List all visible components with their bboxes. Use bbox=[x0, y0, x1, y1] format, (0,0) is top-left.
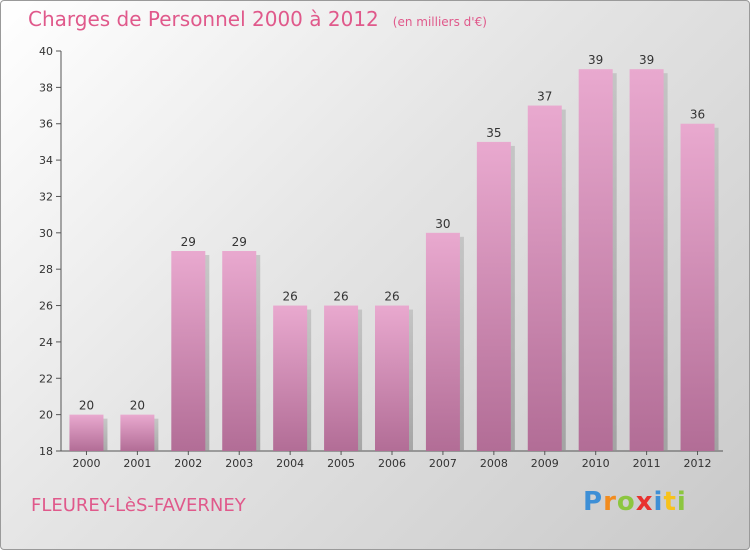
x-tick-label: 2010 bbox=[582, 457, 610, 470]
bar-value-label: 39 bbox=[588, 53, 603, 67]
bar-2008 bbox=[476, 141, 511, 451]
logo-letter: i bbox=[676, 487, 687, 517]
x-tick-label: 2001 bbox=[123, 457, 151, 470]
x-tick-label: 2005 bbox=[327, 457, 355, 470]
logo-letter: P bbox=[583, 487, 604, 517]
title-row: Charges de Personnel 2000 à 2012 (en mill… bbox=[28, 7, 487, 31]
bar-value-label: 26 bbox=[283, 290, 298, 304]
bar-value-label: 35 bbox=[486, 126, 501, 140]
x-tick-label: 2004 bbox=[276, 457, 304, 470]
bar-2004 bbox=[273, 305, 308, 451]
y-tick-label: 28 bbox=[39, 263, 53, 276]
y-tick-label: 40 bbox=[39, 45, 53, 58]
bar-2010 bbox=[578, 69, 613, 451]
x-tick-label: 2002 bbox=[174, 457, 202, 470]
chart-subtitle: (en milliers d'€) bbox=[392, 15, 487, 29]
y-tick-label: 34 bbox=[39, 154, 53, 167]
bar-2005 bbox=[324, 305, 359, 451]
x-tick-label: 2007 bbox=[429, 457, 457, 470]
x-tick-label: 2000 bbox=[72, 457, 100, 470]
commune-name: FLEUREY-LèS-FAVERNEY bbox=[31, 495, 246, 516]
y-tick-label: 36 bbox=[39, 118, 53, 131]
y-tick-label: 24 bbox=[39, 336, 53, 349]
y-tick-label: 22 bbox=[39, 372, 53, 385]
bar-value-label: 29 bbox=[232, 235, 247, 249]
bar-value-label: 20 bbox=[79, 399, 94, 413]
bar-value-label: 36 bbox=[690, 108, 705, 122]
x-tick-label: 2011 bbox=[633, 457, 661, 470]
y-tick-label: 38 bbox=[39, 81, 53, 94]
bar-value-label: 29 bbox=[181, 235, 196, 249]
proxiti-logo[interactable]: Proxiti bbox=[583, 487, 687, 517]
bar-2012 bbox=[680, 123, 715, 452]
logo-letter: x bbox=[635, 487, 654, 517]
bar-2006 bbox=[375, 305, 409, 451]
bar-2000 bbox=[69, 414, 104, 451]
bar-value-label: 26 bbox=[384, 290, 399, 304]
x-tick-label: 2008 bbox=[480, 457, 508, 470]
logo-letter: r bbox=[603, 487, 617, 517]
y-tick-label: 20 bbox=[39, 409, 53, 422]
x-tick-label: 2003 bbox=[225, 457, 253, 470]
y-axis: 18 20 22 24 26 28 30 32 34 36 38 40 bbox=[39, 45, 62, 458]
bar-value-label: 30 bbox=[435, 217, 450, 231]
bar-2009 bbox=[527, 105, 562, 451]
logo-letter: o bbox=[616, 487, 636, 517]
bar-value-label: 39 bbox=[639, 53, 654, 67]
bar-2003 bbox=[222, 251, 257, 451]
x-tick-label: 2006 bbox=[378, 457, 406, 470]
y-tick-label: 32 bbox=[39, 190, 53, 203]
y-tick-label: 26 bbox=[39, 300, 53, 313]
bar-2002 bbox=[171, 251, 206, 451]
bar-2001 bbox=[120, 414, 155, 451]
logo-letter: t bbox=[663, 487, 677, 517]
bar-2011 bbox=[629, 69, 664, 451]
x-tick-label: 2012 bbox=[684, 457, 712, 470]
x-tick-label: 2009 bbox=[531, 457, 559, 470]
bar-value-label: 20 bbox=[130, 399, 145, 413]
logo-letter: i bbox=[653, 487, 664, 517]
bar-value-label: 37 bbox=[537, 90, 552, 104]
y-tick-label: 30 bbox=[39, 227, 53, 240]
x-axis: 2000 2001 2002 2003 2004 2005 2006 2007 2008 2009… bbox=[61, 450, 723, 470]
y-tick-label: 18 bbox=[39, 445, 53, 458]
bar-2007 bbox=[425, 232, 460, 451]
bars: 20 20 29 29 26 26 26 30 35 37 39 39 36 bbox=[69, 53, 719, 452]
bar-value-label: 26 bbox=[333, 290, 348, 304]
chart-title: Charges de Personnel 2000 à 2012 bbox=[28, 7, 379, 31]
